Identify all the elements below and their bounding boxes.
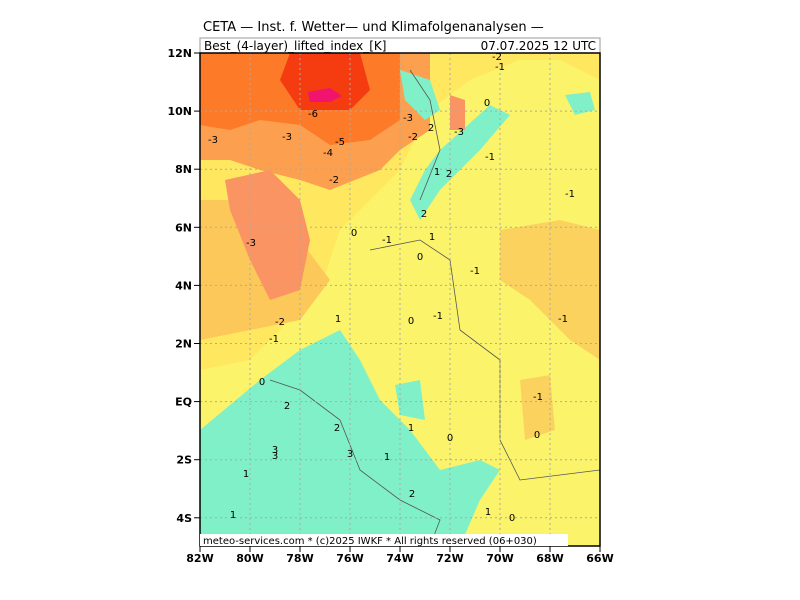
lat-label: 4N [175, 279, 192, 292]
contour-label: -3 [208, 135, 218, 146]
contour-label: -5 [335, 137, 345, 148]
lon-label: 74W [386, 552, 413, 565]
lon-label: 66W [586, 552, 613, 565]
contour-label: -2 [492, 52, 502, 63]
contour-label: -3 [454, 127, 464, 138]
lon-label: 72W [436, 552, 463, 565]
contour-label: 1 [230, 510, 236, 521]
contour-label: -3 [282, 132, 292, 143]
contour-label: 1 [429, 232, 435, 243]
contour-label: -4 [323, 148, 333, 159]
contour-label: -1 [495, 62, 505, 73]
lat-label: 4S [176, 512, 192, 525]
contour-label: 2 [409, 489, 415, 500]
contour-label: -2 [275, 317, 285, 328]
contour-label: -2 [329, 175, 339, 186]
footer-bg [200, 534, 568, 546]
contour-label: 1 [408, 423, 414, 434]
contour-label: 3 [347, 449, 353, 460]
contour-label: -1 [433, 311, 443, 322]
contour-label: 1 [434, 167, 440, 178]
title: CETA — Inst. f. Wetter— und Klimafolgena… [203, 20, 544, 35]
contour-label: 1 [485, 507, 491, 518]
lat-label: 6N [175, 221, 192, 234]
contour-label: -3 [246, 238, 256, 249]
contour-label: 2 [421, 209, 427, 220]
contour-label: 0 [259, 377, 265, 388]
contour-label: -3 [403, 113, 413, 124]
subtitle-left: Best_(4-layer)_lifted_index_[K] [204, 39, 386, 53]
contour-label: 0 [534, 430, 540, 441]
lon-label: 76W [336, 552, 363, 565]
lon-label: 78W [286, 552, 313, 565]
contour-label: -6 [308, 109, 318, 120]
contour-label: 2 [446, 169, 452, 180]
lon-label: 68W [536, 552, 563, 565]
contour-label: 2 [284, 401, 290, 412]
contour-label: 1 [335, 314, 341, 325]
contour-label: -1 [533, 392, 543, 403]
lat-label: 12N [167, 47, 192, 60]
lat-label: 2N [175, 338, 192, 351]
contour-label: -1 [558, 314, 568, 325]
lat-label: 10N [167, 105, 192, 118]
contour-label: 0 [509, 513, 515, 524]
contour-label: 3 [272, 445, 278, 456]
lon-label: 70W [486, 552, 513, 565]
contour-label: -1 [269, 334, 279, 345]
contour-label: 1 [243, 469, 249, 480]
contour-label: 0 [417, 252, 423, 263]
contour-label: -2 [408, 132, 418, 143]
contour-label: -1 [382, 235, 392, 246]
contour-label: 3 [272, 451, 278, 462]
contour-label: -1 [485, 152, 495, 163]
contour-label: -1 [470, 266, 480, 277]
lat-label: 2S [176, 454, 192, 467]
contour-label: 1 [384, 452, 390, 463]
lon-label: 82W [186, 552, 213, 565]
subtitle-right: 07.07.2025 12 UTC [481, 39, 596, 53]
contour-label: 0 [408, 316, 414, 327]
contour-label: 0 [351, 228, 357, 239]
contour-label: -1 [565, 189, 575, 200]
lon-label: 80W [236, 552, 263, 565]
contour-label: 0 [447, 433, 453, 444]
contour-label: 0 [484, 98, 490, 109]
lat-label: EQ [175, 396, 192, 409]
contour-label: 2 [428, 123, 434, 134]
lat-label: 8N [175, 163, 192, 176]
contour-label: 2 [334, 423, 340, 434]
footer: meteo-services.com * (c)2025 IWKF * All … [203, 536, 537, 547]
